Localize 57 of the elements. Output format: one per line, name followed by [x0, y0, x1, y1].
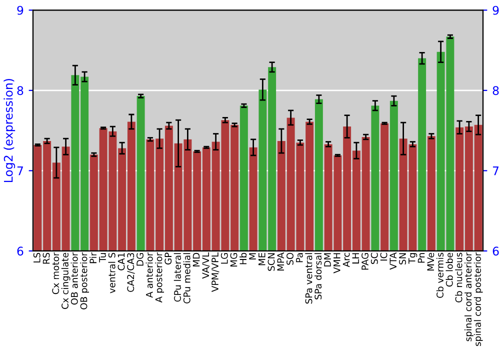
x-tick-label: SPa dorsal	[314, 253, 322, 300]
x-tick-label: Cb vermis	[436, 252, 444, 298]
x-tick-label: VTA	[390, 252, 396, 270]
x-tick-label: OB posterior	[80, 252, 89, 310]
x-tick-label: Tg	[408, 253, 418, 264]
x-tick-label: SN	[399, 253, 406, 264]
x-tick-label: ventral S	[108, 252, 116, 294]
x-tick-label: OB anterior	[70, 252, 78, 305]
x-tick-label: Pa	[296, 253, 303, 262]
x-tick-label: SCN	[268, 253, 275, 271]
x-tick-label: Hb	[240, 252, 247, 264]
x-tick-label: MD	[192, 252, 200, 266]
y-tick-label: 8	[17, 86, 24, 96]
x-tick-label: CA2/CA3	[127, 253, 135, 292]
x-tick-label: SC	[370, 252, 378, 264]
x-tick-label: VMH	[334, 253, 340, 274]
x-tick-label: RS	[42, 252, 50, 264]
x-tick-label: LG	[220, 253, 228, 264]
x-tick-label: A posterior	[155, 252, 164, 303]
x-tick-label: MPA	[277, 252, 284, 271]
x-tick-label: LS	[33, 252, 40, 262]
y2-tick-label: 9	[492, 6, 499, 15]
x-tick-label: IC	[380, 252, 388, 261]
x-tick-label: SPa ventral	[305, 253, 312, 304]
x-tick-label: Pn	[418, 253, 425, 263]
x-tick-label: LH	[352, 253, 359, 264]
x-tick-label: PAG	[362, 253, 368, 270]
y2-tick-label: 8	[492, 86, 499, 96]
x-tick-label: DM	[324, 253, 331, 266]
x-tick-label: Cx motor	[52, 252, 60, 294]
x-tick-label: MVe	[427, 252, 434, 271]
x-tick-label: SO	[286, 252, 294, 265]
x-tick-label: DG	[136, 253, 144, 266]
x-tick-label: Pir	[90, 252, 96, 264]
x-tick-label: A anterior	[146, 252, 153, 298]
x-tick-label: GP	[164, 252, 172, 264]
x-tick-label: M	[249, 253, 256, 260]
x-tick-label: Cx cingulate	[61, 252, 70, 309]
y-axis-title: Log2 (expression)	[4, 78, 16, 182]
y-tick-label: 9	[17, 6, 24, 15]
x-tick-label: CPu medial	[183, 253, 190, 304]
x-tick-label: CA1	[118, 253, 125, 270]
x-tick-label: spinal cord anterior	[464, 252, 474, 342]
x-tick-label: Arc	[342, 252, 350, 268]
x-tick-label: Tu	[99, 253, 106, 262]
y-tick-label: 6	[17, 246, 24, 256]
x-tick-label: VA/VL	[202, 252, 210, 279]
y2-tick-label: 7	[492, 166, 499, 176]
x-tick-label: spinal cord posterior	[474, 252, 483, 346]
x-tick-label: Cb nucleus	[455, 252, 462, 302]
y-tick-label: 7	[17, 166, 23, 176]
x-tick-label: ME	[258, 252, 266, 266]
x-tick-label: CPu lateral	[174, 253, 181, 302]
y2-tick-label: 6	[492, 246, 499, 256]
x-tick-label: MG	[230, 253, 238, 266]
x-tick-label: VPM/VPL	[212, 252, 220, 292]
x-tick-label: Cb lobe	[446, 252, 453, 287]
